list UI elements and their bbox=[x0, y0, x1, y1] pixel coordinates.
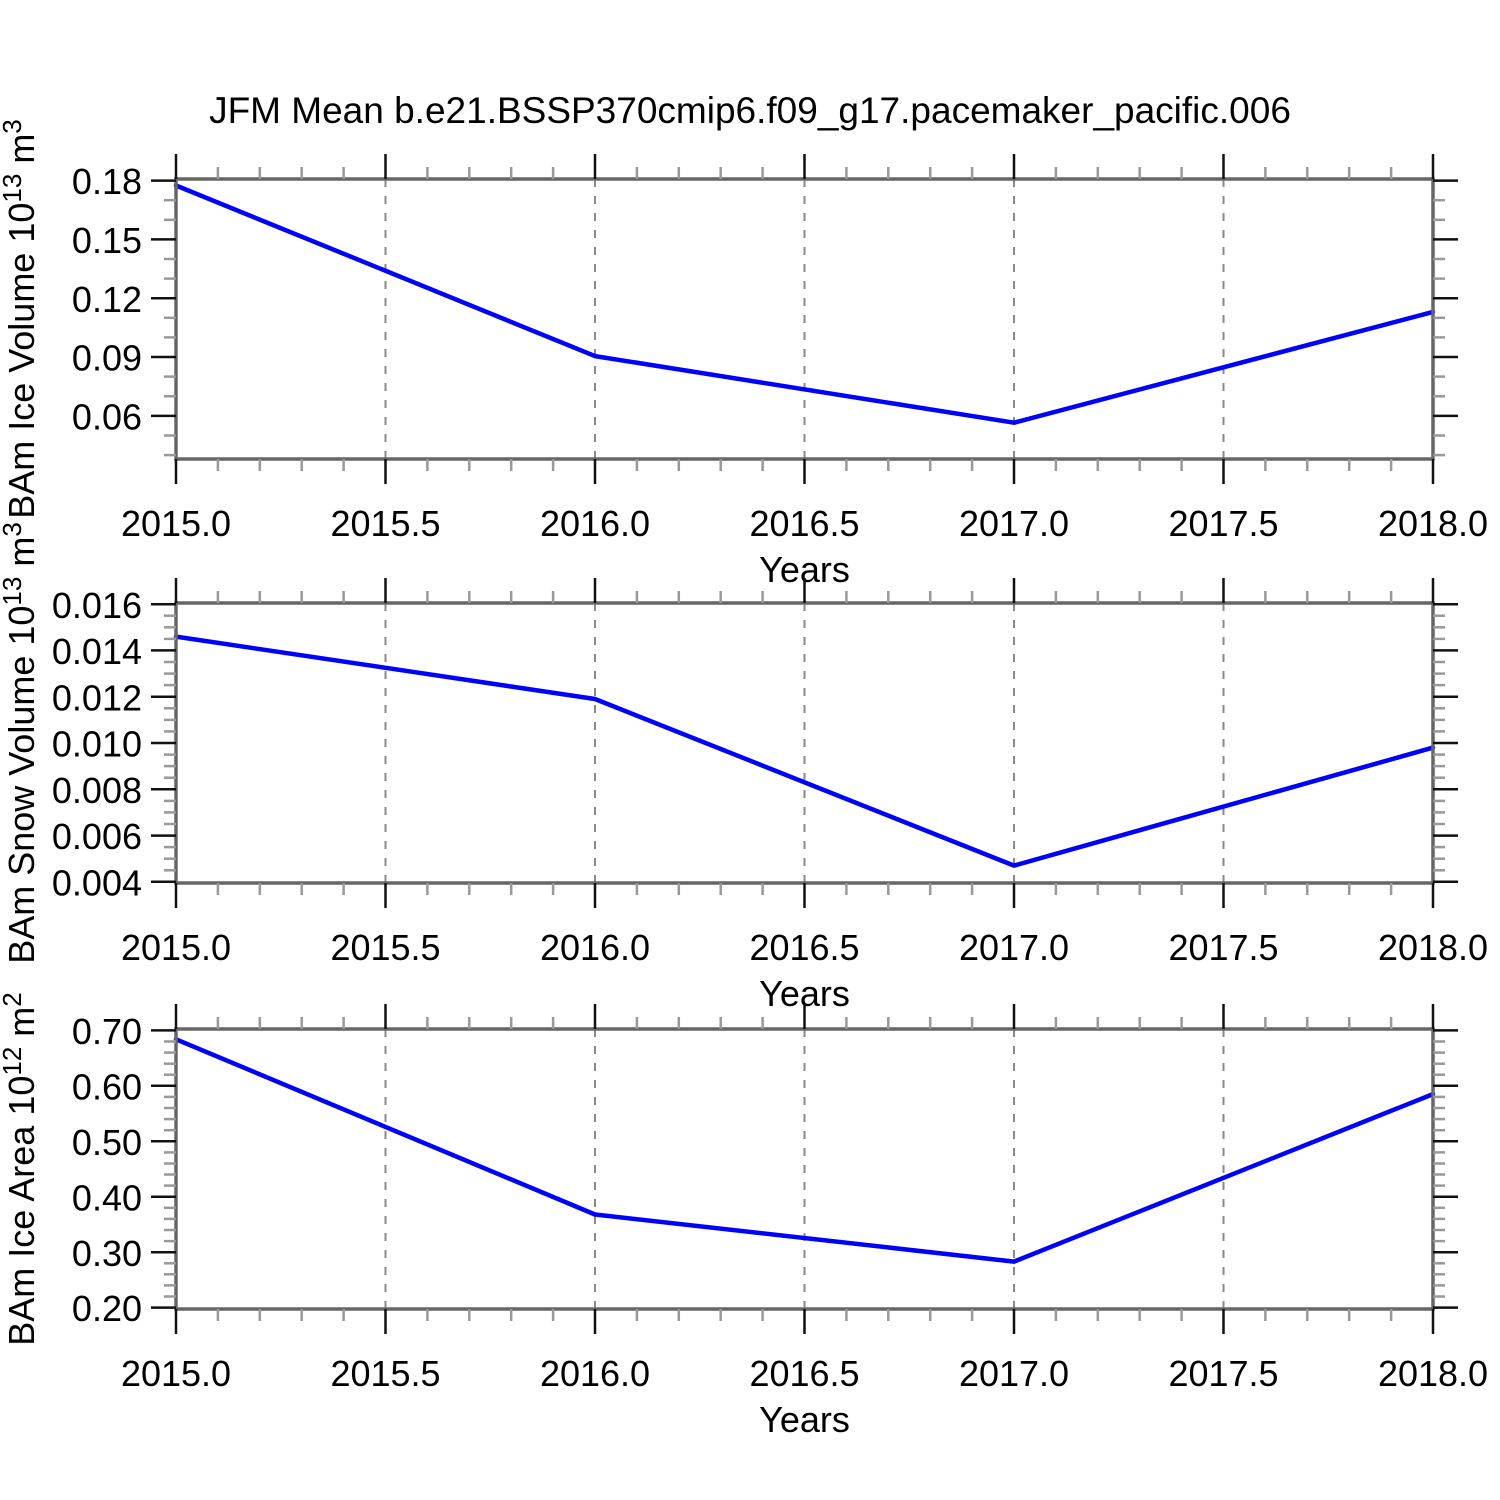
x-tick-label: 2018.0 bbox=[1378, 927, 1488, 968]
x-tick-label: 2015.5 bbox=[330, 927, 440, 968]
y-tick-label: 0.010 bbox=[52, 724, 142, 765]
y-tick-label: 0.06 bbox=[72, 396, 142, 437]
x-tick-label: 2016.0 bbox=[540, 927, 650, 968]
x-tick-label: 2015.0 bbox=[121, 503, 231, 544]
x-tick-label: 2017.0 bbox=[959, 1353, 1069, 1394]
data-line-snow-volume bbox=[173, 634, 1436, 868]
x-tick-label: 2015.0 bbox=[121, 927, 231, 968]
y-tick-label: 0.006 bbox=[52, 816, 142, 857]
chart-title: JFM Mean b.e21.BSSP370cmip6.f09_g17.pace… bbox=[209, 90, 1291, 131]
y-tick-label: 0.18 bbox=[72, 161, 142, 202]
x-tick-label: 2017.0 bbox=[959, 503, 1069, 544]
x-tick-label: 2017.0 bbox=[959, 927, 1069, 968]
y-tick-label: 0.15 bbox=[72, 220, 142, 261]
x-tick-label: 2016.5 bbox=[749, 1353, 859, 1394]
x-tick-label: 2016.5 bbox=[749, 927, 859, 968]
x-tick-label: 2017.5 bbox=[1168, 927, 1278, 968]
x-tick-label: 2016.5 bbox=[749, 503, 859, 544]
data-line-ice-volume bbox=[173, 183, 1436, 425]
x-tick-label: 2018.0 bbox=[1378, 503, 1488, 544]
y-tick-label: 0.40 bbox=[72, 1177, 142, 1218]
y-axis-title: BAm Snow Volume 1013 m3 bbox=[0, 522, 42, 964]
y-tick-label: 0.014 bbox=[52, 631, 142, 672]
x-tick-label: 2015.5 bbox=[330, 503, 440, 544]
x-tick-label: 2016.0 bbox=[540, 503, 650, 544]
x-axis-title: Years bbox=[759, 1399, 850, 1440]
y-axis-title: BAm Ice Area 1012 m2 bbox=[0, 992, 42, 1346]
y-tick-label: 0.004 bbox=[52, 862, 142, 903]
y-tick-label: 0.70 bbox=[72, 1011, 142, 1052]
panel-snow-volume: 2015.0 2015.5 2016.0 2016.5 2017.0 2017.5 2018… bbox=[0, 522, 1488, 1014]
y-tick-label: 0.012 bbox=[52, 677, 142, 718]
y-tick-label: 0.008 bbox=[52, 770, 142, 811]
x-tick-label: 2016.0 bbox=[540, 1353, 650, 1394]
y-tick-label: 0.12 bbox=[72, 279, 142, 320]
y-tick-label: 0.016 bbox=[52, 585, 142, 626]
y-tick-label: 0.60 bbox=[72, 1066, 142, 1107]
y-tick-label: 0.20 bbox=[72, 1288, 142, 1329]
x-tick-label: 2017.5 bbox=[1168, 1353, 1278, 1394]
data-line-ice-area bbox=[173, 1037, 1436, 1264]
panel-ice-volume: 2015.0 2015.5 2016.0 2016.5 2017.0 2017.5 2018… bbox=[0, 119, 1488, 590]
x-tick-label: 2017.5 bbox=[1168, 503, 1278, 544]
y-tick-label: 0.30 bbox=[72, 1233, 142, 1274]
y-axis-title: BAm Ice Volume 1013 m3 bbox=[0, 119, 42, 519]
x-tick-label: 2015.5 bbox=[330, 1353, 440, 1394]
x-tick-label: 2015.0 bbox=[121, 1353, 231, 1394]
y-tick-label: 0.50 bbox=[72, 1122, 142, 1163]
x-tick-label: 2018.0 bbox=[1378, 1353, 1488, 1394]
panel-ice-area: 2015.0 2015.5 2016.0 2016.5 2017.0 2017.5 2018… bbox=[0, 992, 1488, 1440]
y-tick-label: 0.09 bbox=[72, 338, 142, 379]
